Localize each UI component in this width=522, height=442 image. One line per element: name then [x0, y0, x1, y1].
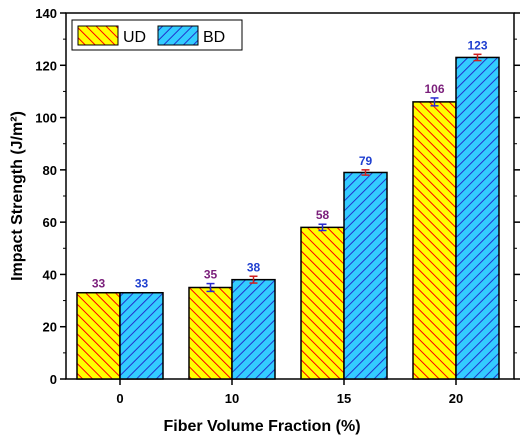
x-tick-label: 20 [449, 391, 463, 406]
y-tick-label: 0 [50, 372, 57, 387]
x-axis-title: Fiber Volume Fraction (%) [163, 418, 360, 435]
legend-label-ud: UD [123, 29, 146, 46]
data-label-bd: 79 [359, 154, 373, 168]
x-tick-label: 15 [337, 391, 351, 406]
y-tick-label: 60 [43, 215, 57, 230]
y-tick-label: 40 [43, 267, 57, 282]
y-tick-label: 100 [35, 111, 57, 126]
legend-label-bd: BD [203, 29, 225, 46]
data-label-ud: 58 [316, 208, 330, 222]
y-tick-label: 120 [35, 58, 57, 73]
data-label-ud: 35 [204, 268, 218, 282]
bar-bd [455, 56, 500, 380]
y-tick-label: 80 [43, 163, 57, 178]
bar-bd [343, 171, 388, 380]
data-label-ud: 106 [424, 82, 444, 96]
bar-bd [231, 278, 276, 380]
legend-swatch-bd [157, 25, 199, 46]
y-axis-title: Impact Strength (J/m²) [9, 111, 26, 281]
y-tick-label: 140 [35, 6, 57, 21]
bar-layer: 33 33 35 38 58 79 106 123 [76, 38, 500, 380]
x-tick-label: 10 [225, 391, 239, 406]
x-axis: 0 10 15 20 [116, 379, 463, 406]
y-tick-label: 20 [43, 320, 57, 335]
bar-ud [412, 101, 457, 380]
x-tick-label: 0 [116, 391, 123, 406]
y-axis: 0 20 40 60 80 100 120 140 [35, 6, 520, 387]
bar-ud [188, 286, 233, 380]
bar-ud [76, 291, 121, 380]
data-label-bd: 33 [135, 277, 149, 291]
legend: UD BD [71, 19, 243, 51]
data-label-ud: 33 [92, 277, 106, 291]
data-label-bd: 123 [467, 38, 487, 52]
bar-ud [300, 226, 345, 380]
bar-bd [119, 291, 164, 380]
legend-swatch-ud [77, 25, 119, 46]
data-label-bd: 38 [247, 260, 261, 274]
